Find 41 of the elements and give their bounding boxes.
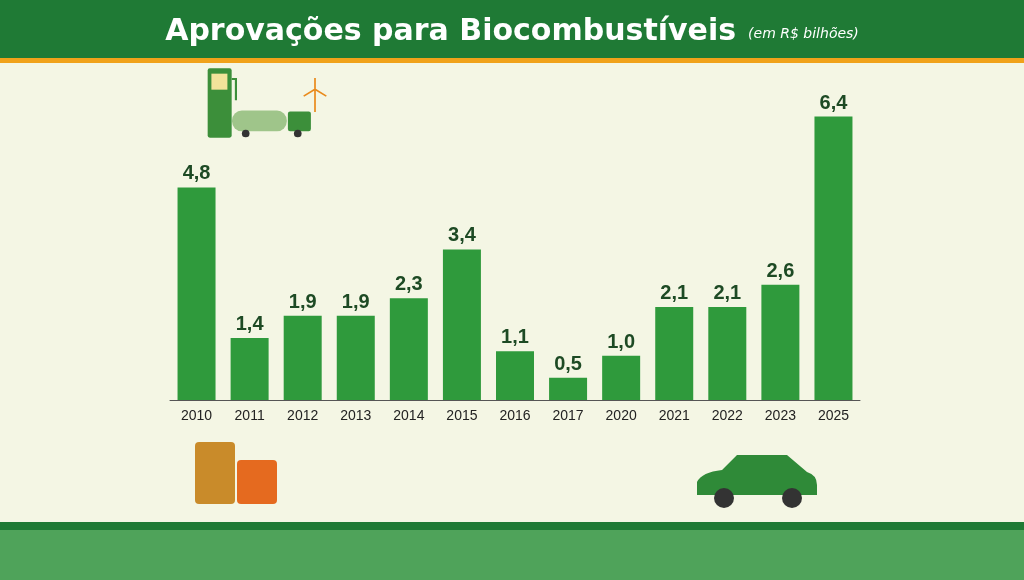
x-tick-label: 2017 [552, 407, 584, 423]
data-label: 6,4 [819, 90, 849, 113]
x-tick-label: 2025 [817, 407, 850, 423]
x-tick-label: 2021 [658, 407, 691, 423]
data-label: 4,8 [182, 161, 211, 184]
data-label: 1,1 [501, 325, 529, 348]
chart-title: Aprovações para Biocombustíveis [165, 11, 737, 47]
x-tick-label: 2020 [605, 407, 637, 423]
x-tick-label: 2013 [340, 407, 372, 423]
data-label: 0,5 [554, 351, 582, 374]
bar [283, 315, 322, 400]
data-label: 1,9 [341, 289, 370, 312]
x-tick-label: 2014 [393, 407, 425, 423]
bar [442, 249, 481, 400]
x-tick-label: 2022 [711, 407, 744, 423]
data-label: 2,1 [660, 281, 689, 303]
x-tick-label: 2016 [499, 407, 531, 423]
bar [549, 377, 588, 400]
bar [708, 307, 747, 400]
bar [177, 187, 216, 400]
bar [496, 351, 534, 400]
data-label: 2,3 [394, 272, 423, 295]
data-label: 1,4 [235, 312, 265, 334]
chart-subtitle: (em R$ bilhões) [748, 25, 859, 41]
data-label: 3,4 [448, 223, 477, 246]
bar [602, 355, 641, 400]
x-tick-label: 2011 [234, 407, 265, 423]
x-tick-label: 2015 [446, 407, 478, 423]
bar [655, 307, 694, 400]
bar [389, 298, 428, 400]
x-tick-label: 2023 [764, 407, 797, 423]
data-label: 1,0 [607, 329, 636, 352]
x-tick-label: 2012 [287, 407, 319, 423]
data-label: 2,1 [713, 281, 742, 303]
data-label: 1,9 [288, 289, 317, 312]
x-tick-label: 2010 [180, 407, 213, 423]
bar [814, 116, 853, 400]
bar [230, 338, 269, 400]
bar [761, 284, 800, 400]
bar [336, 315, 375, 400]
data-label: 2,6 [766, 258, 795, 281]
